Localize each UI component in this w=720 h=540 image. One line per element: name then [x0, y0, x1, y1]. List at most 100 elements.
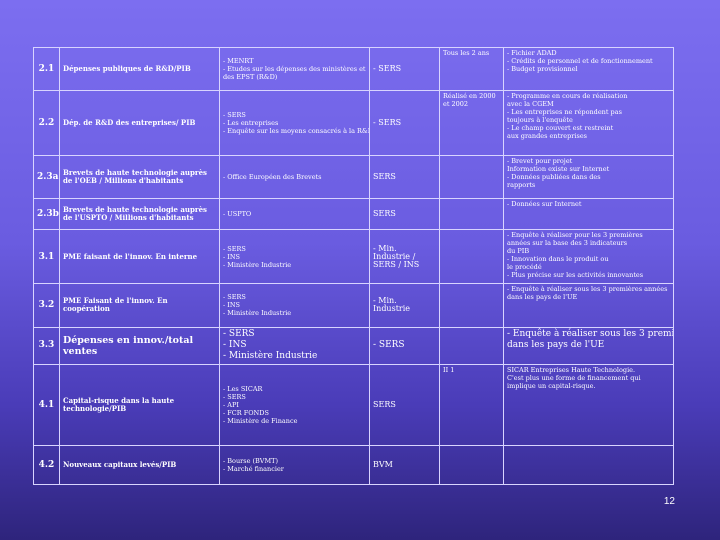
cell-line: - Brevet pour projet [507, 156, 573, 165]
cell-line: - Innovation dans le produit ou [507, 255, 609, 264]
cell-line: - INS [223, 252, 240, 261]
organisme-cell: - SERS [369, 326, 440, 365]
sources-cell: - SERS - INS - Ministère Industrie [219, 283, 370, 328]
row-number: 3.2 [33, 283, 60, 328]
sources-cell: - Les SICAR - SERS - API - FCR FONDS - Minis… [219, 363, 370, 446]
organisme-cell: SERS [369, 154, 440, 200]
cell-line: - Enquête à réaliser sous les 3 première… [507, 285, 668, 294]
table-row: 3.1 PME faisant de l'innov. En interne - S… [33, 229, 674, 285]
row-number: 3.1 [33, 229, 60, 285]
cell-line: - Ministère Industrie [223, 309, 292, 318]
organisme-cell: - Min. Industrie [369, 283, 440, 328]
cell-line: - Données sur Internet [507, 200, 582, 209]
remarques-cell: SICAR Entreprises Haute Technologie. C'es… [503, 363, 674, 446]
sources-cell: - Office Européen des Brevets [219, 154, 370, 200]
periodicite-cell [439, 198, 504, 231]
cell-line: rapports [507, 180, 536, 189]
indicator-table: 2.1 Dépenses publiques de R&D/PIB - MENRT -… [33, 46, 674, 486]
row-number: 2.3a [33, 154, 60, 200]
row-number: 4.1 [33, 363, 60, 446]
indicator-cell: PME faisant de l'innov. En interne [59, 229, 220, 285]
cell-line: - Bourse (BVMT) [223, 456, 279, 465]
indicator-cell: Nouveaux capitaux levés/PIB [59, 444, 220, 486]
cell-line: - FCR FONDS [223, 408, 269, 417]
periodicite-cell [439, 154, 504, 200]
cell-line: toujours à l'enquête [507, 116, 573, 125]
organisme-cell: SERS [369, 198, 440, 231]
cell-line: - SERS [223, 392, 246, 401]
cell-line: - Enquête à réaliser sous les 3 première… [507, 328, 673, 339]
cell-line: Information existe sur Internet [507, 164, 610, 173]
cell-line: - Les SICAR [223, 384, 263, 393]
row-number: 3.3 [33, 326, 60, 365]
periodicite-cell: Réalisé en 2000 et 2002 [439, 90, 504, 156]
page-number: 12 [663, 496, 675, 507]
cell-line: - INS [223, 340, 247, 351]
row-number: 2.3b [33, 198, 60, 231]
cell-line: - SERS [223, 111, 246, 120]
remarques-cell: - Enquête à réaliser sous les 3 première… [503, 326, 674, 365]
cell-line: - Le champ couvert est restreint [507, 124, 614, 133]
table-row: 2.1 Dépenses publiques de R&D/PIB - MENRT -… [33, 46, 674, 92]
sources-cell: - SERS - INS - Ministère Industrie [219, 326, 370, 365]
cell-line: - USPTO [223, 210, 252, 219]
cell-line: - SERS [223, 244, 246, 253]
cell-line: - Ministère Industrie [223, 260, 292, 269]
cell-line: - Enquête à réaliser pour les 3 première… [507, 231, 643, 240]
row-number: 2.2 [33, 90, 60, 156]
row-number: 4.2 [33, 444, 60, 486]
cell-line: SICAR Entreprises Haute Technologie. [507, 365, 636, 374]
indicator-cell: PME Faisant de l'innov. En coopération [59, 283, 220, 328]
table-row: 4.2 Nouveaux capitaux levés/PIB - Bourse (… [33, 444, 674, 486]
remarques-cell: - Brevet pour projet Information existe … [503, 154, 674, 200]
cell-line: - Etudes sur les dépenses des ministères… [223, 65, 366, 74]
cell-line: le procédé [507, 263, 542, 272]
remarques-cell: - Enquête à réaliser sous les 3 première… [503, 283, 674, 328]
table-row: 2.3a Brevets de haute technologie auprès … [33, 154, 674, 200]
periodicite-cell [439, 326, 504, 365]
cell-line: dans les pays de l'UE [507, 293, 578, 302]
remarques-cell: - Fichier ADAD - Crédits de personnel et … [503, 46, 674, 92]
indicator-cell: Dépenses publiques de R&D/PIB [59, 46, 220, 92]
table-row: 3.3 Dépenses en innov./total ventes - SERS… [33, 326, 674, 365]
row-number: 2.1 [33, 46, 60, 92]
sources-cell: - MENRT - Etudes sur les dépenses des min… [219, 46, 370, 92]
cell-line: années sur la base des 3 indicateurs [507, 239, 628, 248]
indicator-cell: Brevets de haute technologie auprès de l… [59, 198, 220, 231]
cell-line: avec la CGEM [507, 100, 554, 109]
periodicite-cell: Tous les 2 ans [439, 46, 504, 92]
sources-cell: - SERS - Les entreprises - Enquête sur les… [219, 90, 370, 156]
table-row: 3.2 PME Faisant de l'innov. En coopératio… [33, 283, 674, 328]
sources-cell: - Bourse (BVMT) - Marché financier [219, 444, 370, 486]
cell-line: - Programme en cours de réalisation [507, 92, 628, 101]
cell-line: dans les pays de l'UE [507, 339, 605, 350]
cell-line: - Office Européen des Brevets [223, 172, 322, 181]
table-row: 2.2 Dép. de R&D des entreprises/ PIB - SER… [33, 90, 674, 156]
cell-line: - Crédits de personnel et de fonctionnem… [507, 57, 653, 65]
cell-line: - API [223, 400, 239, 409]
cell-line: - Données publiées dans des [507, 172, 601, 181]
periodicite-cell [439, 283, 504, 328]
cell-line: - Ministère Industrie [223, 351, 318, 362]
remarques-cell [503, 444, 674, 486]
remarques-cell: - Enquête à réaliser pour les 3 première… [503, 229, 674, 285]
table-row: 4.1 Capital-risque dans la haute technolo… [33, 363, 674, 446]
cell-line: - Plus précise sur les activités innovan… [507, 271, 644, 280]
cell-line: C'est plus une forme de financement qui [507, 373, 641, 382]
sources-cell: - USPTO [219, 198, 370, 231]
indicator-cell: Dépenses en innov./total ventes [59, 326, 220, 365]
cell-line: - Enquête sur les moyens consacrés à la … [223, 127, 370, 136]
cell-line: - Marché financier [223, 464, 284, 473]
indicator-cell: Capital-risque dans la haute technologie… [59, 363, 220, 446]
periodicite-cell: II 1 [439, 363, 504, 446]
cell-line: - Budget provisionnel [507, 65, 578, 73]
cell-line: - Les entreprises ne répondent pas [507, 108, 622, 117]
indicator-cell: Brevets de haute technologie auprès de l… [59, 154, 220, 200]
organisme-cell: SERS [369, 363, 440, 446]
remarques-cell: - Données sur Internet [503, 198, 674, 231]
periodicite-cell [439, 444, 504, 486]
cell-line: - Les entreprises [223, 119, 279, 128]
cell-line: - INS [223, 301, 240, 310]
table-row: 2.3b Brevets de haute technologie auprès … [33, 198, 674, 231]
organisme-cell: - SERS [369, 46, 440, 92]
